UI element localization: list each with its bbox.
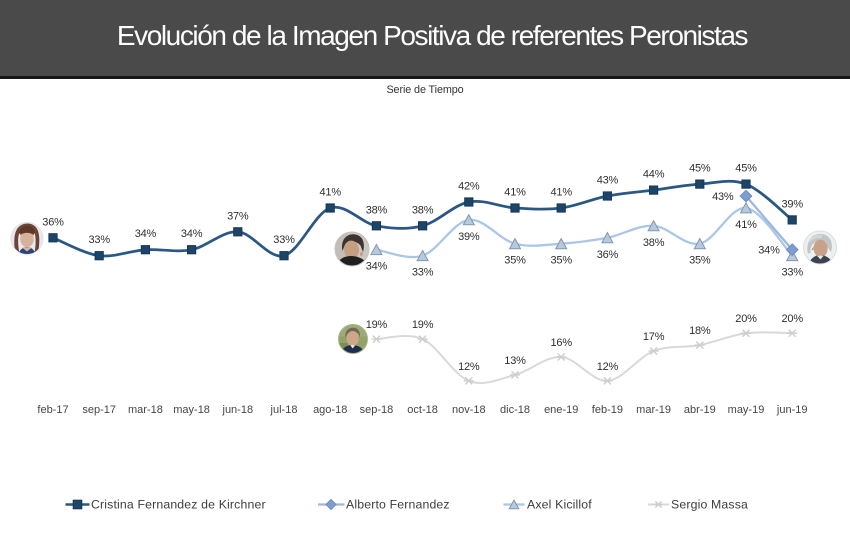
svg-text:34%: 34% [758, 245, 780, 257]
svg-text:33%: 33% [781, 267, 803, 279]
svg-text:38%: 38% [643, 237, 665, 249]
svg-text:35%: 35% [689, 255, 711, 267]
svg-text:39%: 39% [458, 231, 480, 243]
svg-text:mar-18: mar-18 [128, 404, 163, 416]
svg-text:may-18: may-18 [173, 404, 210, 416]
svg-text:45%: 45% [689, 163, 711, 175]
svg-text:may-19: may-19 [728, 404, 765, 416]
svg-text:35%: 35% [504, 255, 526, 267]
svg-text:45%: 45% [735, 163, 757, 175]
svg-text:41%: 41% [550, 187, 572, 199]
svg-text:43%: 43% [597, 175, 619, 187]
svg-text:feb-19: feb-19 [592, 404, 623, 416]
svg-text:19%: 19% [366, 319, 388, 331]
svg-text:13%: 13% [504, 355, 526, 367]
svg-text:dic-18: dic-18 [500, 404, 530, 416]
svg-text:43%: 43% [712, 191, 734, 203]
svg-text:sep-18: sep-18 [360, 404, 394, 416]
svg-text:Alberto Fernandez: Alberto Fernandez [346, 498, 450, 512]
svg-text:ago-18: ago-18 [313, 404, 347, 416]
svg-text:16%: 16% [550, 337, 572, 349]
svg-text:41%: 41% [319, 187, 341, 199]
svg-text:nov-18: nov-18 [452, 404, 486, 416]
svg-text:36%: 36% [597, 249, 619, 261]
svg-text:18%: 18% [689, 325, 711, 337]
svg-text:34%: 34% [181, 228, 203, 240]
svg-text:feb-17: feb-17 [37, 404, 68, 416]
svg-text:12%: 12% [597, 361, 619, 373]
svg-text:35%: 35% [550, 255, 572, 267]
svg-text:34%: 34% [135, 228, 157, 240]
svg-text:Cristina Fernandez de Kirchner: Cristina Fernandez de Kirchner [91, 498, 266, 512]
svg-text:jun-19: jun-19 [776, 404, 808, 416]
svg-text:19%: 19% [412, 319, 434, 331]
svg-text:39%: 39% [781, 198, 803, 210]
svg-text:jul-18: jul-18 [270, 404, 298, 416]
svg-text:jun-18: jun-18 [222, 404, 254, 416]
svg-text:oct-18: oct-18 [407, 404, 438, 416]
svg-text:42%: 42% [458, 181, 480, 193]
svg-text:Sergio Massa: Sergio Massa [671, 498, 748, 512]
svg-text:Axel Kicillof: Axel Kicillof [527, 498, 592, 512]
svg-text:41%: 41% [735, 219, 757, 231]
svg-text:ene-19: ene-19 [544, 404, 578, 416]
svg-text:12%: 12% [458, 361, 480, 373]
svg-text:mar-19: mar-19 [636, 404, 671, 416]
svg-text:20%: 20% [781, 313, 803, 325]
svg-text:38%: 38% [366, 204, 388, 216]
svg-text:34%: 34% [366, 261, 388, 273]
svg-text:38%: 38% [412, 204, 434, 216]
svg-text:17%: 17% [643, 331, 665, 343]
svg-text:41%: 41% [504, 187, 526, 199]
svg-text:44%: 44% [643, 169, 665, 181]
svg-text:33%: 33% [88, 234, 110, 246]
svg-text:37%: 37% [227, 210, 249, 222]
svg-text:20%: 20% [735, 313, 757, 325]
svg-text:abr-19: abr-19 [684, 404, 716, 416]
svg-text:sep-17: sep-17 [82, 404, 116, 416]
svg-text:33%: 33% [412, 267, 434, 279]
svg-text:33%: 33% [273, 234, 295, 246]
svg-text:36%: 36% [42, 216, 64, 228]
